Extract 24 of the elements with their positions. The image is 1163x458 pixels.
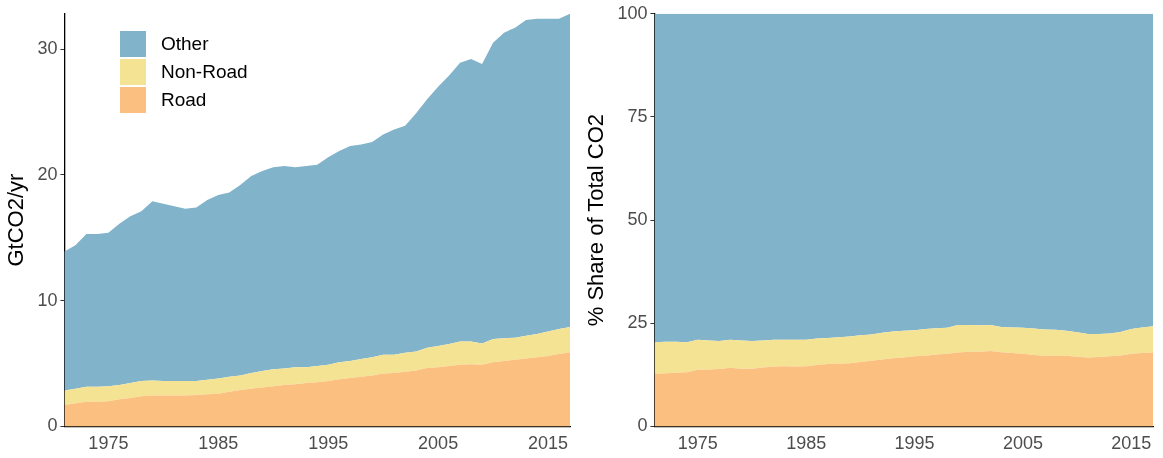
x-tick-label: 1985 [786,433,827,454]
x-tick-label: 2015 [527,433,569,454]
x-tick-label: 1985 [198,433,239,454]
y-axis-title: % Share of Total CO2 [583,113,609,327]
x-tick-label: 2005 [418,433,459,454]
x-tick-label: 1975 [88,433,129,454]
y-tick-label: 25 [627,312,648,333]
y-tick-label: 30 [37,37,58,58]
legend-label: Road [161,89,207,111]
legend-label: Non-Road [161,61,248,83]
y-axis-title: GtCO2/yr [3,173,29,267]
y-tick-label: 100 [617,2,648,23]
y-tick-label: 75 [627,105,648,126]
x-tick-label: 1995 [894,433,935,454]
y-tick-label: 50 [627,209,648,230]
y-tick-label: 0 [47,415,58,436]
x-tick-label: 2005 [1002,433,1043,454]
x-tick-label: 1975 [677,433,718,454]
y-tick-label: 10 [37,289,58,310]
x-tick-label: 2015 [1111,433,1152,454]
y-tick-label: 0 [637,415,648,436]
x-tick-label: 1995 [308,433,349,454]
legend-label: Other [161,33,209,55]
y-tick-label: 20 [37,163,58,184]
